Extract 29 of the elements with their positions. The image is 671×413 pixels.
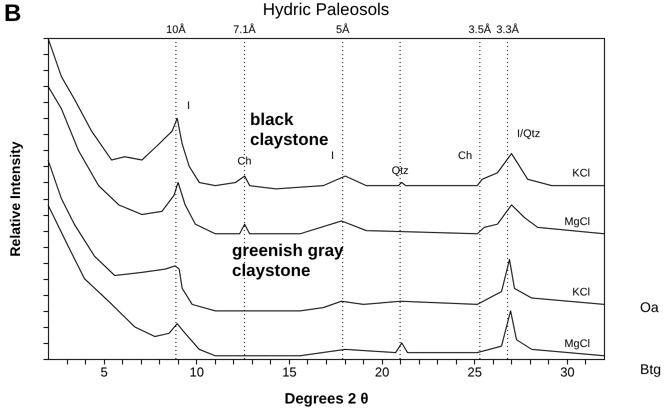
annotation: black claystone [250,110,328,149]
series-label: MgCl [564,338,590,350]
x-tick-label: 10 [190,364,204,380]
x-tick-label: 30 [560,364,575,380]
ref-line-label: 3.5Å [468,23,492,36]
x-tick-label: 20 [374,364,390,380]
y-axis-title: Relative Intensity [7,141,23,257]
ref-line-label: 7.1Å [233,23,256,36]
x-tick-label: 15 [282,364,297,380]
annotation: Ch [458,150,472,162]
x-axis-title: Degrees 2 θ [284,390,368,408]
annotation: greenish gray claystone [232,241,344,280]
text: Oa [640,299,659,315]
ref-line-label: 5Å [336,23,350,36]
x-tick-label: 5 [100,364,108,380]
x-tick-label: 25 [468,364,482,380]
chart-title: Hydric Paleosols [262,0,390,19]
annotation: I [187,100,190,112]
text: B [4,0,22,27]
ref-line-label: 3.3Å [496,23,520,36]
series-label: MgCl [564,216,590,228]
series-label: KCl [572,286,590,298]
annotation: I/Qtz [517,128,540,140]
text: Btg [640,361,662,377]
annotation: Ch [237,155,252,168]
annotation: Qtz [392,165,409,178]
annotation: I [331,150,334,162]
ref-line-label: 10Å [166,23,186,36]
series-label: KCl [572,168,590,180]
